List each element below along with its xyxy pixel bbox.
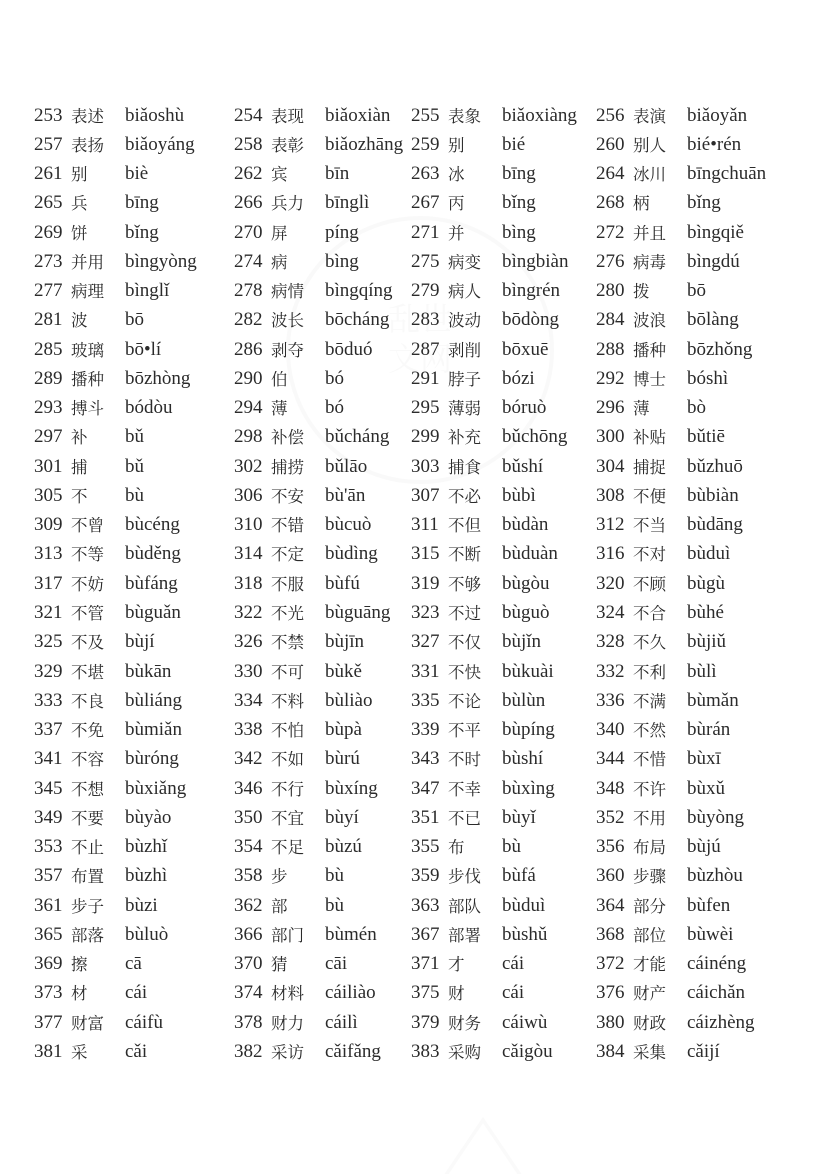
- svg-text:文网: 文网: [388, 334, 452, 380]
